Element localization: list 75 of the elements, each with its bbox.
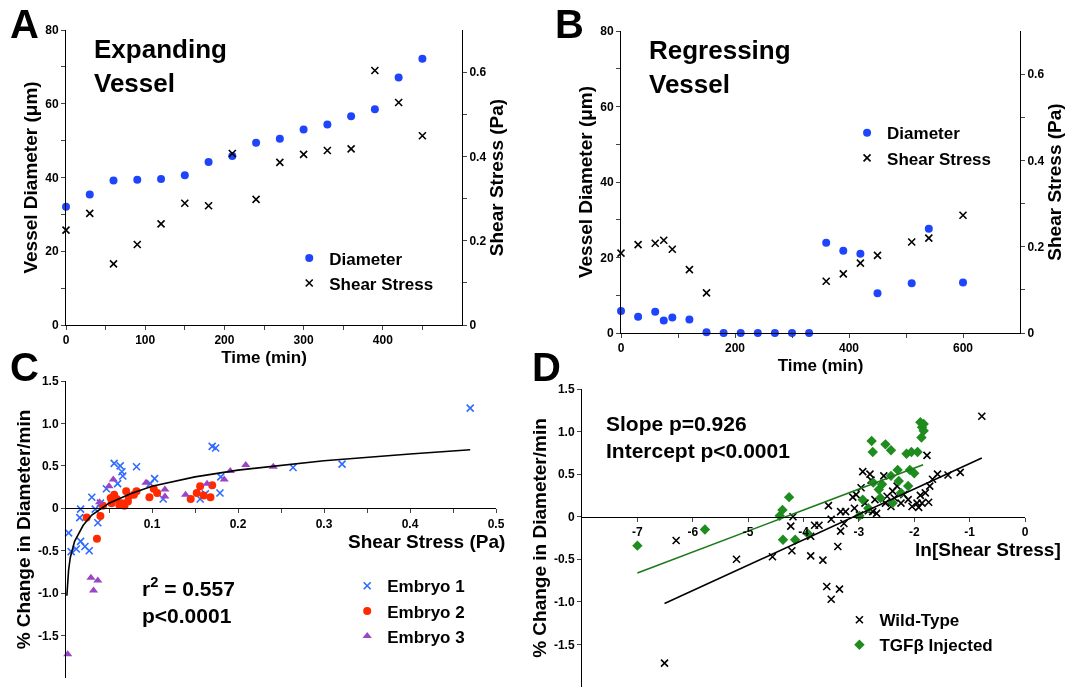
- y-tick-label: 0.5: [557, 467, 575, 482]
- x-axis-title: Time (min): [777, 355, 864, 375]
- y-tick-label: -1.0: [553, 595, 575, 610]
- y-tick-label: -1.5: [37, 628, 59, 643]
- y2-tick-label: 0.6: [469, 65, 487, 80]
- text: C: [10, 345, 39, 389]
- x-tick-label: 400: [838, 341, 860, 356]
- y-tick-label: 1.0: [557, 424, 575, 439]
- text: A: [10, 2, 39, 46]
- x-tick-label: 0: [62, 333, 70, 348]
- x-tick-label: 400: [372, 333, 394, 348]
- y-tick-label: 40: [45, 170, 59, 185]
- x-tick-label: -2: [908, 525, 920, 540]
- y2-tick-label: 0.2: [469, 233, 487, 248]
- y-tick-label: 1.0: [41, 416, 59, 431]
- y-axis-title: % Change in Diameter/min: [528, 418, 550, 658]
- x-tick-label: 0.3: [315, 516, 333, 531]
- y-tick-label: 20: [600, 250, 614, 265]
- x-tick-label: 100: [135, 333, 156, 348]
- y-tick-label: 40: [600, 175, 614, 190]
- x-axis-title: ln[Shear Stress]: [915, 539, 1061, 560]
- y-tick-label: -1.5: [553, 637, 575, 652]
- legend-label: Shear Stress: [329, 274, 434, 294]
- y2-tick-label: 0.6: [1027, 67, 1045, 82]
- x-tick-label: 0.2: [229, 516, 247, 531]
- y2-tick-label: 0: [469, 318, 477, 333]
- y2-tick-label: 0.2: [1027, 239, 1045, 254]
- y-tick-label: 60: [45, 96, 59, 111]
- y-tick-label: 80: [600, 24, 614, 39]
- y-tick-label: -0.5: [553, 552, 575, 567]
- x-axis-title: Shear Stress (Pa): [348, 531, 506, 552]
- y-tick-label: 60: [600, 99, 614, 114]
- x-tick-label: 0.1: [143, 516, 161, 531]
- x-tick-label: 200: [214, 333, 235, 348]
- legend-label: Wild-Type: [879, 611, 960, 631]
- annotation: r$^{2}$ = 0.557 p<0.0001: [142, 574, 235, 628]
- x-tick-label: 0.5: [487, 516, 505, 531]
- x-tick-label: 0.4: [401, 516, 419, 531]
- y-tick-label: -1.0: [37, 586, 59, 601]
- x-tick-label: 600: [952, 341, 974, 356]
- y-axis-title: Vessel Diameter (μm): [20, 81, 42, 274]
- y-tick-label: -0.5: [37, 543, 59, 558]
- y-tick-label: 20: [45, 244, 59, 259]
- legend-label: Diameter: [887, 124, 961, 144]
- legend-label: Diameter: [329, 249, 403, 269]
- y2-tick-label: 0.4: [1027, 153, 1045, 168]
- text: Expanding Vessel: [94, 34, 227, 98]
- x-tick-label: -7: [632, 525, 644, 540]
- x-tick-label: 200: [724, 341, 746, 356]
- text: Regressing Vessel: [649, 35, 791, 99]
- legend-label: Shear Stress: [887, 149, 992, 169]
- legend-label: TGFβ Injected: [879, 636, 993, 656]
- legend-label: Embryo 2: [387, 602, 465, 622]
- y-axis-title: % Change in Diameter/min: [12, 409, 34, 650]
- y-tick-label: 0.5: [41, 459, 59, 474]
- annotation: Slope p=0.926 Intercept p<0.0001: [606, 412, 791, 463]
- y-tick-label: 80: [45, 23, 59, 38]
- y2-tick-label: 0.4: [469, 149, 487, 164]
- x-tick-label: 300: [293, 333, 314, 348]
- x-tick-label: -3: [853, 525, 865, 540]
- x-tick-label: -1: [964, 525, 976, 540]
- x-tick-label: 0: [1021, 525, 1029, 540]
- y2-axis-title: Shear Stress (Pa): [486, 98, 508, 257]
- y-axis-title: Vessel Diameter (μm): [575, 85, 597, 279]
- y-tick-label: 1.5: [41, 374, 59, 389]
- legend-label: Embryo 3: [387, 627, 465, 647]
- legend-label: Embryo 1: [387, 577, 465, 597]
- y-tick-label: 1.5: [557, 382, 575, 397]
- x-tick-label: -6: [687, 525, 699, 540]
- y-tick-label: 0: [51, 501, 59, 516]
- x-axis-title: Time (min): [221, 347, 307, 367]
- y-tick-label: 0: [51, 318, 59, 333]
- text: B: [555, 2, 584, 46]
- x-tick-label: 0: [617, 341, 625, 356]
- y2-axis-title: Shear Stress (Pa): [1044, 103, 1065, 261]
